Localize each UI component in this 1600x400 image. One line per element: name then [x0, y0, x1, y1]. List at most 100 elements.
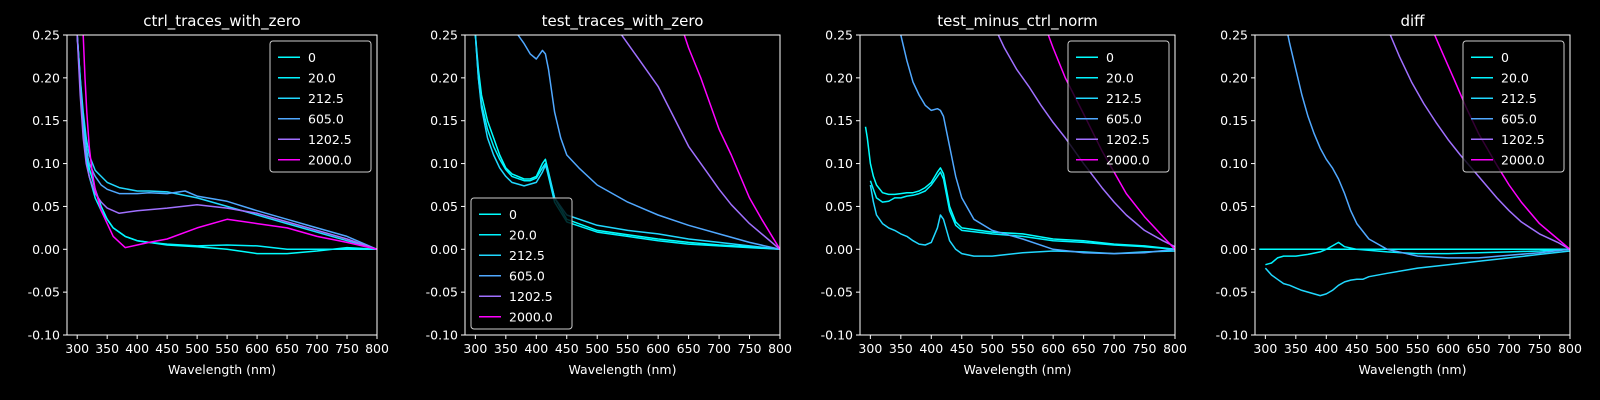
- legend-label-605.0: 605.0: [1501, 111, 1537, 126]
- legend: 0 20.0 212.5 605.0 1202.5 2000.0: [470, 197, 573, 330]
- y-tick-label: -0.10: [426, 328, 458, 343]
- series-line-605.0: [1287, 35, 1570, 259]
- y-tick-label: 0.25: [825, 28, 853, 43]
- legend-label-20.0: 20.0: [1501, 70, 1529, 85]
- legend-label-2000.0: 2000.0: [308, 152, 352, 167]
- chart-panel-4: diff -0.10 -0.05 0.00 0.05 0.10 0.15 0.20 0.25 30…: [1216, 12, 1582, 377]
- y-tick-label: 0.00: [825, 242, 853, 257]
- series-line-0: [864, 126, 1175, 251]
- chart-title: test_traces_with_zero: [542, 12, 704, 31]
- x-tick-label: 650: [275, 341, 299, 356]
- series-group: [76, 35, 377, 255]
- x-tick-label: 300: [65, 341, 89, 356]
- plot-frame: [859, 34, 1176, 336]
- x-tick-label: 500: [185, 341, 209, 356]
- x-tick-label: 600: [245, 341, 269, 356]
- series-line-212.5: [76, 35, 377, 251]
- x-tick-label: 600: [646, 341, 670, 356]
- y-tick-label: 0.00: [430, 242, 458, 257]
- x-tick-label: 450: [155, 341, 179, 356]
- x-tick-label: 750: [1133, 341, 1157, 356]
- y-tick-label: 0.15: [32, 113, 60, 128]
- y-tick-label: 0.10: [825, 156, 853, 171]
- x-tick-label: 550: [1406, 341, 1430, 356]
- y-tick-label: -0.05: [426, 285, 458, 300]
- y-tick-label: 0.15: [430, 113, 458, 128]
- y-tick-label: 0.10: [430, 156, 458, 171]
- x-tick-label: 550: [616, 341, 640, 356]
- x-tick-label: 700: [707, 341, 731, 356]
- legend-label-212.5: 212.5: [308, 91, 344, 106]
- y-tick-label: 0.25: [32, 28, 60, 43]
- y-tick-label: -0.10: [28, 328, 60, 343]
- y-tick-label: 0.00: [1220, 242, 1248, 257]
- x-tick-label: 550: [215, 341, 239, 356]
- x-tick-label: 300: [1253, 341, 1277, 356]
- y-tick-label: 0.20: [825, 70, 853, 85]
- y-tick-label: 0.10: [32, 156, 60, 171]
- legend-label-2000.0: 2000.0: [509, 309, 553, 324]
- x-tick-label: 350: [95, 341, 119, 356]
- legend-label-605.0: 605.0: [308, 111, 344, 126]
- x-tick-label: 800: [1558, 341, 1582, 356]
- x-tick-label: 800: [365, 341, 389, 356]
- y-tick-label: 0.25: [430, 28, 458, 43]
- x-tick-label: 700: [1102, 341, 1126, 356]
- x-tick-label: 350: [494, 341, 518, 356]
- series-line-20.0: [76, 35, 377, 251]
- x-tick-label: 400: [1314, 341, 1338, 356]
- x-tick-label: 500: [585, 341, 609, 356]
- chart-panel-1: ctrl_traces_with_zero -0.10 -0.05 0.00 0.05 0…: [28, 12, 389, 377]
- legend-label-605.0: 605.0: [1106, 111, 1142, 126]
- legend-label-20.0: 20.0: [1106, 70, 1134, 85]
- x-tick-label: 750: [1528, 341, 1552, 356]
- series-line-1202.5: [620, 35, 780, 250]
- x-axis-label: Wavelength (nm): [964, 362, 1072, 377]
- x-tick-label: 800: [768, 341, 792, 356]
- chart-panel-2: test_traces_with_zero -0.10 -0.05 0.00 0.05 0…: [426, 12, 792, 377]
- x-tick-label: 350: [1284, 341, 1308, 356]
- legend: 0 20.0 212.5 605.0 1202.5 2000.0: [269, 40, 372, 173]
- x-tick-label: 700: [305, 341, 329, 356]
- series-line-20.0: [474, 35, 780, 251]
- x-tick-label: 400: [919, 341, 943, 356]
- legend-label-212.5: 212.5: [509, 248, 545, 263]
- x-tick-label: 450: [1345, 341, 1369, 356]
- legend-label-20.0: 20.0: [509, 227, 537, 242]
- series-group: [474, 35, 780, 251]
- legend-label-1202.5: 1202.5: [1501, 132, 1545, 147]
- x-tick-label: 750: [738, 341, 762, 356]
- x-tick-label: 400: [125, 341, 149, 356]
- series-line-605.0: [517, 35, 780, 251]
- y-tick-label: -0.10: [1216, 328, 1248, 343]
- x-tick-label: 650: [1467, 341, 1491, 356]
- x-tick-label: 450: [555, 341, 579, 356]
- y-tick-label: 0.10: [1220, 156, 1248, 171]
- legend-label-2000.0: 2000.0: [1501, 152, 1545, 167]
- chart-title: test_minus_ctrl_norm: [937, 12, 1098, 31]
- chart-title: ctrl_traces_with_zero: [143, 12, 300, 31]
- y-tick-label: 0.25: [1220, 28, 1248, 43]
- x-tick-label: 550: [1011, 341, 1035, 356]
- x-tick-label: 750: [335, 341, 359, 356]
- chart-title: diff: [1400, 12, 1425, 30]
- x-tick-label: 350: [889, 341, 913, 356]
- x-tick-label: 600: [1436, 341, 1460, 356]
- x-axis-label: Wavelength (nm): [569, 362, 677, 377]
- y-tick-label: 0.20: [1220, 70, 1248, 85]
- y-tick-label: 0.05: [1220, 199, 1248, 214]
- series-line-212.5: [869, 184, 1175, 257]
- x-tick-label: 800: [1163, 341, 1187, 356]
- y-tick-label: 0.05: [32, 199, 60, 214]
- x-tick-label: 300: [463, 341, 487, 356]
- chart-panel-3: test_minus_ctrl_norm -0.10 -0.05 0.00 0.05 0.…: [821, 12, 1187, 377]
- plot-frame: [464, 34, 781, 336]
- legend-label-212.5: 212.5: [1106, 91, 1142, 106]
- legend-label-0: 0: [1106, 50, 1114, 65]
- x-axis-label: Wavelength (nm): [1359, 362, 1467, 377]
- x-tick-label: 700: [1497, 341, 1521, 356]
- y-tick-label: 0.20: [32, 70, 60, 85]
- series-line-1202.5: [76, 35, 377, 251]
- series-line-20.0: [869, 171, 1175, 251]
